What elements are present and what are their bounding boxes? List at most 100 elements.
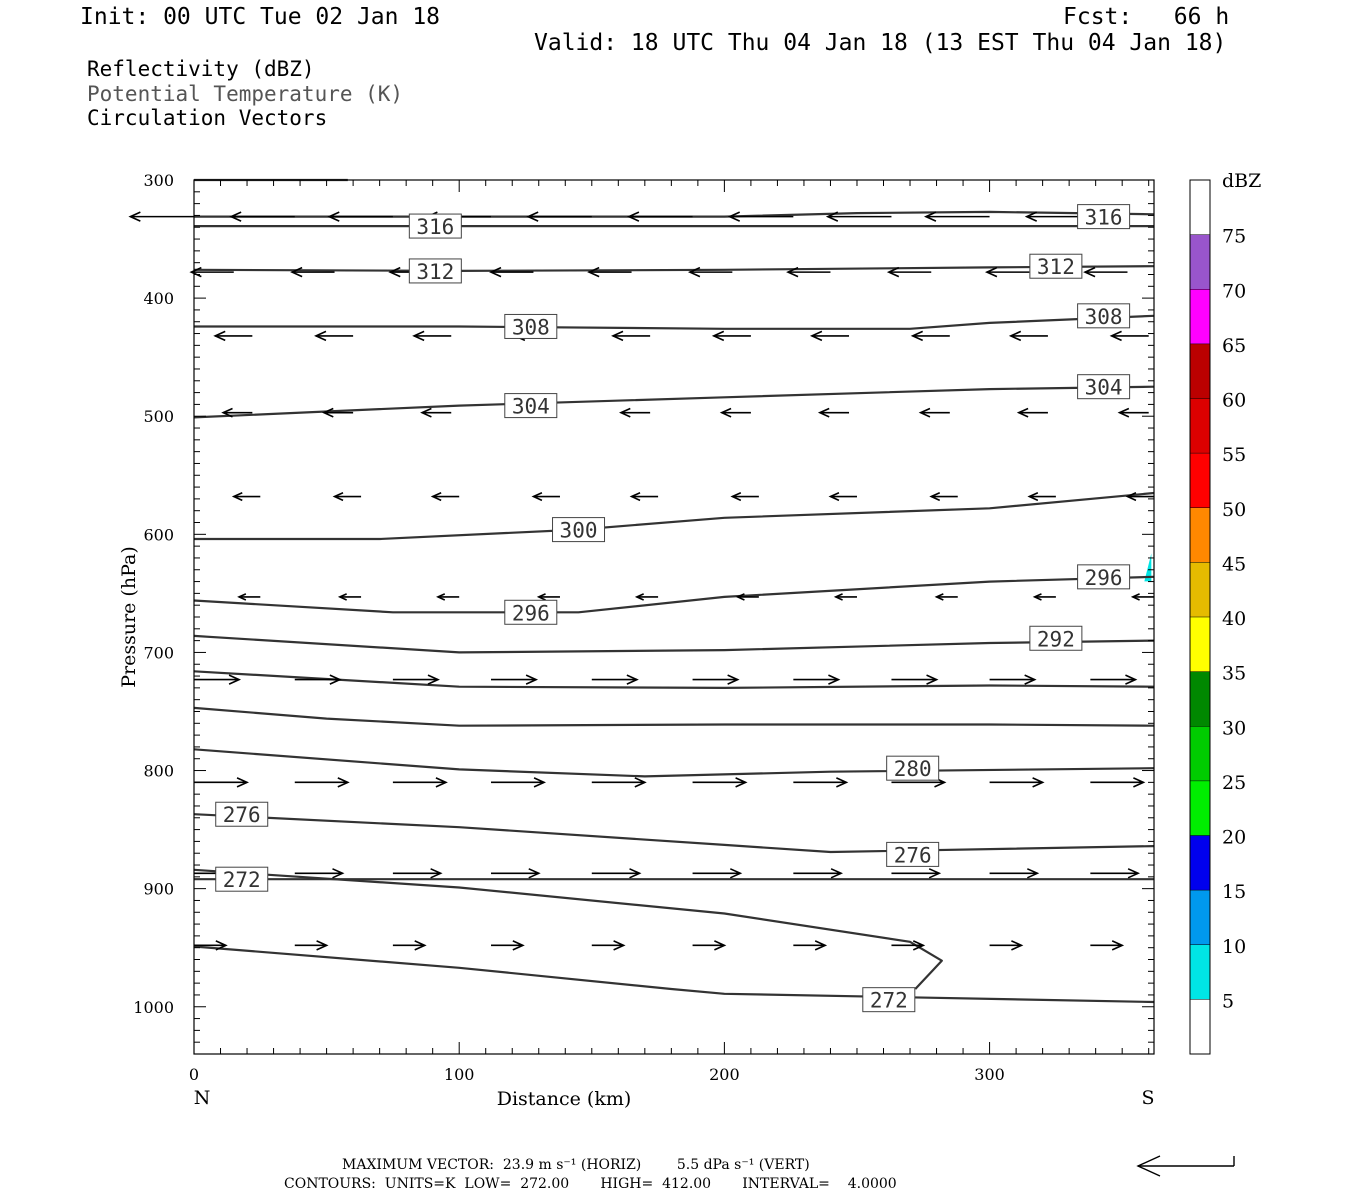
colorbar-segment <box>1190 726 1210 781</box>
vector-head <box>626 211 640 222</box>
theta-contour <box>193 748 1155 778</box>
theta-contour <box>194 491 1155 541</box>
contour-label: 272 <box>215 866 269 892</box>
contour-label-text: 272 <box>870 989 908 1013</box>
colorbar-segment <box>1190 671 1210 727</box>
vector-head <box>910 330 924 342</box>
contour-label: 272 <box>862 987 916 1013</box>
circulation-vector <box>923 211 990 222</box>
field-potential-temperature-label: Potential Temperature (K) <box>87 82 404 106</box>
circulation-vector <box>430 491 460 502</box>
colorbar-label: 60 <box>1222 390 1246 412</box>
vector-head <box>828 674 841 685</box>
contour-label: 308 <box>1077 303 1131 329</box>
circulation-vector <box>294 868 345 879</box>
vector-head <box>1032 777 1045 788</box>
circulation-vector <box>1016 407 1048 418</box>
max-vector-arrow <box>1136 1155 1235 1177</box>
colorbar-label: 65 <box>1222 335 1246 357</box>
circulation-vector <box>989 777 1045 788</box>
colorbar-label: 20 <box>1222 827 1246 849</box>
contour-label-text: 300 <box>560 519 598 543</box>
circulation-vector <box>237 593 261 601</box>
contour-label-box <box>504 393 558 419</box>
colorbar-label: 10 <box>1222 936 1246 958</box>
vector-head <box>830 868 844 879</box>
contour-label: 300 <box>552 517 606 543</box>
circulation-vector <box>692 777 748 788</box>
vector-head <box>231 491 243 502</box>
circulation-vector <box>719 407 751 418</box>
vector-head <box>1032 593 1042 601</box>
contour-label-text: 292 <box>1037 627 1075 651</box>
contour-label-text: 312 <box>416 260 454 284</box>
contour-label-text: 280 <box>894 757 932 781</box>
circulation-vector <box>526 211 592 222</box>
colorbar-segment <box>1190 562 1210 617</box>
y-tick-label: 800 <box>143 762 174 781</box>
vector-head <box>634 777 647 788</box>
circulation-vector <box>392 940 427 951</box>
circulation-vector <box>1090 868 1141 879</box>
circulation-vector <box>327 211 393 222</box>
circulation-vector <box>491 868 541 879</box>
circulation-vector <box>587 266 632 278</box>
contour-label: 296 <box>504 599 558 625</box>
vector-head <box>1016 407 1029 418</box>
circulation-vector <box>1032 593 1056 601</box>
vector-head <box>833 593 843 601</box>
circulation-vector <box>735 593 759 601</box>
contour-label: 280 <box>886 755 940 781</box>
circulation-vector <box>314 330 354 342</box>
circulation-vector <box>1090 940 1125 951</box>
contour-label: 304 <box>1077 374 1131 400</box>
vector-head <box>629 491 641 502</box>
vector-head <box>735 777 748 788</box>
colorbar-segment <box>1190 780 1210 836</box>
theta-contour <box>193 945 1155 1004</box>
colorbar-label: 5 <box>1222 990 1234 1012</box>
contour-label: 276 <box>886 841 940 867</box>
contour-label-box <box>1077 374 1131 400</box>
axes: 0 100 200 300 300 400 500 600 700 800 900 1000 N S Dis… <box>118 171 1155 1110</box>
vector-head <box>984 266 998 278</box>
vector-head <box>337 777 350 788</box>
vector-head <box>536 593 546 601</box>
contour-label: 292 <box>1029 625 1083 651</box>
circulation-vector <box>194 940 228 951</box>
theta-contour <box>193 706 1155 727</box>
circulation-vector <box>392 868 443 879</box>
contour-label-text: 296 <box>1085 566 1123 590</box>
colorbar-segment <box>1190 617 1210 672</box>
circulation-vector <box>891 674 939 685</box>
colorbar-title: dBZ <box>1222 170 1261 192</box>
theta-contour <box>193 868 943 990</box>
y-tick-label: 400 <box>143 289 174 308</box>
colorbar-segment <box>1190 343 1210 399</box>
circulation-vector <box>817 407 850 418</box>
circulation-vector <box>730 491 759 502</box>
contour-label-box <box>552 517 606 543</box>
circulation-vector <box>290 266 335 278</box>
vector-head <box>923 211 937 222</box>
vector-head <box>587 266 600 278</box>
circulation-vector <box>412 330 452 342</box>
vector-head <box>1027 491 1039 502</box>
vector-head <box>1111 940 1125 951</box>
contour-label-box <box>408 213 462 239</box>
circulation-vector <box>392 674 440 685</box>
vector-head <box>1024 211 1038 222</box>
colorbar-label: 40 <box>1222 608 1246 630</box>
contour-label-box <box>862 987 916 1013</box>
colorbar-label: 15 <box>1222 881 1246 903</box>
vector-head <box>886 266 900 278</box>
colorbar-label: 75 <box>1222 226 1246 248</box>
vector-head <box>316 940 329 951</box>
vector-head <box>327 211 340 222</box>
circulation-vector <box>591 868 642 879</box>
circulation-vector <box>591 674 639 685</box>
vector-head <box>719 407 732 418</box>
theta-contour <box>193 813 1155 854</box>
circulation-vector <box>194 674 242 685</box>
contour-label-text: 276 <box>894 843 932 867</box>
